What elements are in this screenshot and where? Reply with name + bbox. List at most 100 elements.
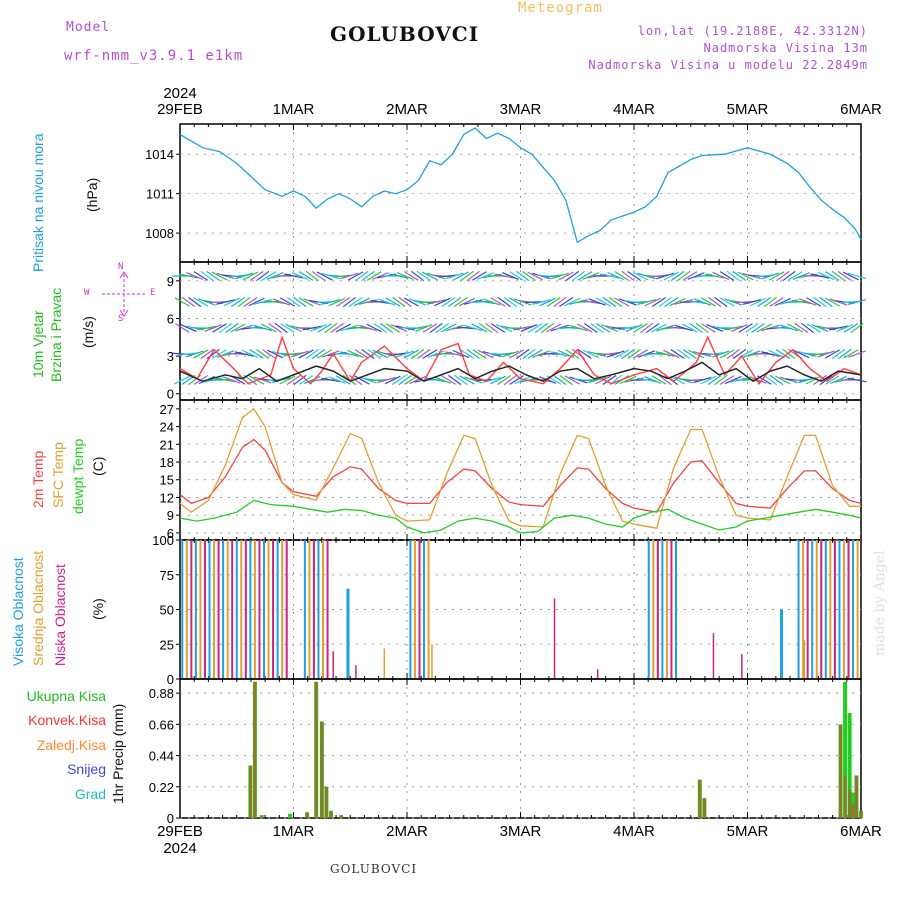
wind-barb-icon <box>509 271 524 281</box>
wind-barb-icon <box>633 323 648 333</box>
wind-barb-icon <box>719 375 735 385</box>
wind-barb-icon <box>398 374 412 386</box>
wind-barb-icon <box>559 374 573 386</box>
wind-barb-icon <box>377 376 396 384</box>
wind-barb-icon <box>516 348 530 360</box>
wind-barb-icon <box>737 271 754 281</box>
y-tick-label: 18 <box>160 455 174 470</box>
model-name: wrf-nmm_v3.9.1 e1km <box>64 48 244 64</box>
wind-barb-icon <box>831 270 846 282</box>
y-tick-label: 6 <box>167 311 174 326</box>
wind-barb-icon <box>266 272 284 280</box>
precip-bar-convective <box>839 724 843 818</box>
temp-unit: (C) <box>90 456 106 476</box>
wind-barb-icon <box>187 296 202 308</box>
wind-barb-icon <box>682 323 698 333</box>
precip-bar-convective <box>859 810 863 818</box>
wind-barb-icon <box>212 323 227 333</box>
wind-barb-icon <box>371 272 389 280</box>
wind-barb-icon <box>726 348 740 360</box>
wind-barb-icon <box>234 351 254 357</box>
wind-barb-icon <box>674 324 693 332</box>
wind-barb-icon <box>532 350 551 358</box>
y-tick-label: 6 <box>167 526 174 541</box>
wind-barb-icon <box>644 297 661 307</box>
wind-barb-icon <box>682 349 697 359</box>
wind-barb-icon <box>656 324 675 332</box>
wind-barb-icon <box>663 271 680 281</box>
wind-barb-icon <box>193 271 209 281</box>
wind-barb-icon <box>237 296 251 308</box>
wind-barb-icon <box>198 298 216 306</box>
wind-barb-icon <box>242 271 259 281</box>
wind-barb-icon <box>847 298 867 306</box>
wind-barb-icon <box>432 274 453 278</box>
wind-barb-icon <box>571 270 586 282</box>
y-tick-label: 75 <box>160 568 174 583</box>
wind-barb-icon <box>793 349 810 359</box>
wind-barb-icon <box>693 298 712 306</box>
wind-barb-icon <box>577 349 592 359</box>
wind-barb-icon <box>619 298 637 306</box>
wind-barb-icon <box>508 349 525 359</box>
time-label-bottom: 1MAR <box>273 823 315 840</box>
precip-bar-convective <box>253 681 257 818</box>
wind-barb-icon <box>649 274 669 278</box>
wind-barb-icon <box>588 298 606 306</box>
wind-barb-icon <box>389 273 409 279</box>
precip-bar-total <box>847 713 852 818</box>
wind-barb-icon <box>775 375 791 385</box>
wind-barb-icon <box>305 270 319 282</box>
wind-barb-icon <box>565 349 580 359</box>
wind-barb-icon <box>472 349 487 359</box>
series-line-2m-temp <box>179 438 862 513</box>
wind-barb-icon <box>354 270 369 282</box>
wind-barb-icon <box>550 272 569 280</box>
wind-barb-icon <box>429 322 443 334</box>
wind-barb-icon <box>407 325 428 331</box>
wind-barb-icon <box>651 323 667 333</box>
wind-barb-icon <box>460 270 474 282</box>
precip-bar-total <box>843 681 848 818</box>
wind-barb-icon <box>775 349 790 359</box>
wind-barb-icon <box>466 270 480 282</box>
wind-barb-icon <box>670 349 685 359</box>
pressure-label: Pritisak na nivou mora <box>30 133 46 272</box>
wind-barb-icon <box>230 297 246 307</box>
precip-bar-convective <box>324 786 328 818</box>
wind-barb-icon <box>330 322 344 334</box>
wind-barb-icon <box>677 270 691 282</box>
wind-barb-icon <box>361 348 375 360</box>
wind-barb-icon <box>843 349 859 359</box>
wind-barb-icon <box>211 271 228 281</box>
wind-barb-icon <box>335 323 351 333</box>
wind-barb-icon <box>731 324 748 332</box>
wind-barb-icon <box>645 322 660 334</box>
time-label-bottom: 5MAR <box>727 823 769 840</box>
precip-bar-convective <box>843 775 847 818</box>
wind-barb-icon <box>464 324 483 332</box>
wind-barb-icon <box>302 325 322 331</box>
wind-barb-icon <box>286 374 301 386</box>
wind-barb-icon <box>811 324 829 332</box>
cloud-unit: (%) <box>90 598 106 620</box>
wind-barb-icon <box>749 376 767 384</box>
wind-barb-icon <box>490 375 506 385</box>
wind-barb-icon <box>249 349 264 359</box>
wind-barb-icon <box>513 298 532 306</box>
wind-barb-icon <box>398 296 412 308</box>
wind-barb-icon <box>651 375 667 385</box>
dewpt-label: dewpt Temp <box>70 438 86 514</box>
wind-barb-icon <box>178 273 199 279</box>
wind-barb-icon <box>661 326 682 330</box>
wind-barb-icon <box>705 273 725 279</box>
wind-barb-icon <box>225 322 239 334</box>
precip-bar-convective <box>339 815 343 818</box>
wind-barb-icon <box>768 271 785 281</box>
wind-barb-icon <box>497 296 511 308</box>
wind-barb-icon <box>477 272 495 280</box>
panel-frame-pressure <box>179 123 862 263</box>
wind-barb-icon <box>454 374 468 386</box>
wind-barb-icon <box>509 375 524 385</box>
wind-barb-icon <box>311 348 326 360</box>
